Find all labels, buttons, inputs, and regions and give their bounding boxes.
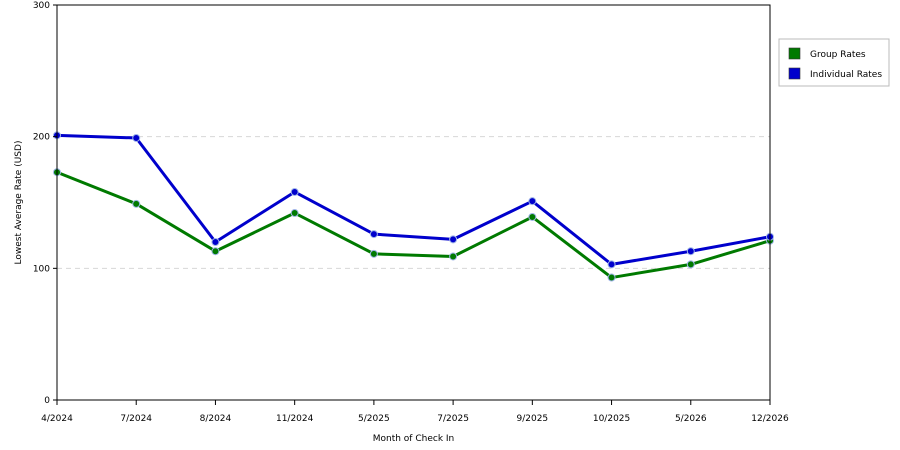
series-line-1 xyxy=(55,133,772,266)
series-1-point-5 xyxy=(449,235,458,244)
series-layer xyxy=(53,131,774,282)
series-0 xyxy=(53,168,774,282)
legend: Group Rates Individual Rates xyxy=(778,38,890,87)
y-axis-title: Lowest Average Rate (USD) xyxy=(14,141,24,265)
series-1-point-6 xyxy=(528,197,537,206)
series-0-point-2 xyxy=(211,247,220,256)
x-tick-label-6: 9/2025 xyxy=(516,414,548,424)
x-tick-label-7: 10/2025 xyxy=(593,414,630,424)
y-tick-label-3: 300 xyxy=(33,1,50,11)
x-tick-label-3: 11/2024 xyxy=(276,414,314,424)
axes: 0 100 200 300 4/2024 7/2024 8/2024 11/2024 5/202… xyxy=(33,1,789,424)
y-tick-label-1: 100 xyxy=(33,264,50,274)
legend-label-0: Group Rates xyxy=(810,50,866,60)
x-tick-label-0: 4/2024 xyxy=(41,414,73,424)
series-1 xyxy=(53,131,774,269)
series-0-point-7 xyxy=(607,273,616,282)
series-1-point-7 xyxy=(607,260,616,269)
x-tick-label-1: 7/2024 xyxy=(120,414,152,424)
series-1-point-8 xyxy=(686,247,695,256)
series-line-0 xyxy=(55,170,772,280)
series-0-point-6 xyxy=(528,212,537,221)
series-0-point-8 xyxy=(686,260,695,269)
y-tick-label-0: 0 xyxy=(44,396,50,406)
series-1-point-1 xyxy=(132,133,141,142)
x-tick-label-9: 12/2026 xyxy=(751,414,789,424)
legend-swatch-0 xyxy=(788,47,801,60)
series-1-point-3 xyxy=(290,187,299,196)
grid-lines xyxy=(57,136,770,269)
legend-swatch-1 xyxy=(788,67,801,80)
series-1-point-4 xyxy=(369,230,378,239)
plot-frame xyxy=(56,4,771,401)
x-tick-label-2: 8/2024 xyxy=(200,414,232,424)
series-1-point-2 xyxy=(211,238,220,246)
x-tick-label-8: 5/2026 xyxy=(675,414,707,424)
series-0-point-1 xyxy=(132,199,141,208)
x-tick-label-5: 7/2025 xyxy=(437,414,469,424)
series-0-point-3 xyxy=(290,209,299,218)
legend-label-1: Individual Rates xyxy=(810,70,882,80)
series-0-point-4 xyxy=(369,249,378,258)
series-0-point-5 xyxy=(449,252,458,261)
x-tick-label-4: 5/2025 xyxy=(358,414,390,424)
y-tick-label-2: 200 xyxy=(33,133,50,143)
x-axis-title: Month of Check In xyxy=(373,434,455,444)
